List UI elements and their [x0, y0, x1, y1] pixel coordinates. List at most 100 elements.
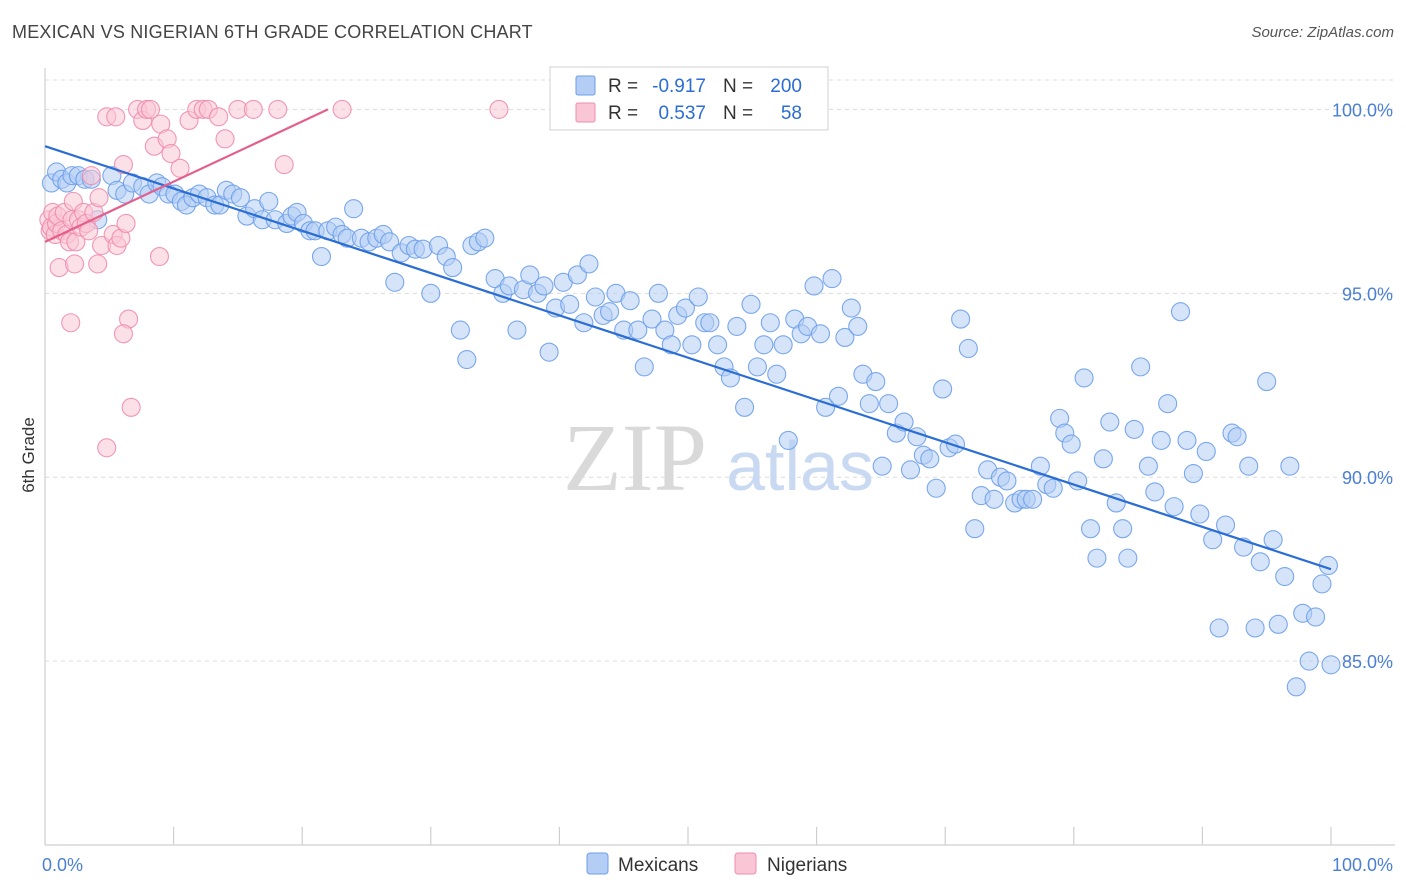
- series-swatch-nigerians: [734, 852, 757, 875]
- mexicans-point: [804, 276, 824, 296]
- nigerians-point: [489, 99, 509, 119]
- mexicans-point: [1227, 427, 1247, 447]
- mexicans-point: [1145, 482, 1165, 502]
- source-credit: Source: ZipAtlas.com: [1251, 24, 1394, 41]
- nigerians-point: [81, 166, 101, 186]
- mexicans-point: [1245, 618, 1265, 638]
- mexicans-point: [1124, 419, 1144, 439]
- nigerians-point: [97, 438, 117, 458]
- series-label-mexicans: Mexicans: [618, 855, 698, 876]
- mexicans-point: [1087, 548, 1107, 568]
- mexicans-point: [688, 287, 708, 307]
- mexicans-point: [700, 313, 720, 333]
- mexicans-point: [1190, 504, 1210, 524]
- mexicans-point: [879, 394, 899, 414]
- mexicans-point: [965, 519, 985, 539]
- nigerians-point: [209, 107, 229, 127]
- mexicans-point: [380, 232, 400, 252]
- series-legend: Mexicans Nigerians: [586, 852, 847, 876]
- mexicans-point: [1209, 618, 1229, 638]
- mexicans-point: [997, 471, 1017, 491]
- y-tick-label: 90.0%: [1342, 468, 1393, 488]
- mexicans-point: [1183, 463, 1203, 484]
- mexicans-point: [1321, 655, 1341, 675]
- mexicans-point: [848, 316, 868, 336]
- mexicans-point: [1030, 456, 1050, 476]
- mexicans-point: [984, 489, 1004, 509]
- mexicans-point: [475, 228, 495, 248]
- mexicans-point: [1250, 552, 1270, 572]
- legend-r-value-mexicans: -0.917: [652, 76, 706, 97]
- mexicans-point: [311, 246, 332, 267]
- legend-n-value-mexicans: 200: [770, 76, 802, 97]
- mexicans-trend-line: [44, 145, 1332, 571]
- nigerians-point: [332, 99, 352, 119]
- nigerians-point: [113, 324, 133, 344]
- nigerians-point: [149, 246, 170, 267]
- nigerians-point: [161, 144, 181, 164]
- mexicans-point: [1275, 566, 1295, 587]
- mexicans-point: [708, 335, 728, 355]
- y-tick-label: 85.0%: [1342, 652, 1393, 672]
- mexicans-point: [1306, 607, 1326, 627]
- mexicans-point: [620, 291, 640, 311]
- watermark-atlas: atlas: [726, 427, 874, 505]
- mexicans-point: [859, 394, 879, 414]
- series-nigerians-points: [39, 99, 509, 458]
- data-points: [39, 99, 1341, 697]
- mexicans-point: [741, 294, 761, 314]
- series-label-nigerians: Nigerians: [767, 855, 847, 876]
- nigerians-point: [61, 313, 81, 333]
- mexicans-point: [1138, 456, 1158, 476]
- legend-box: [549, 66, 829, 131]
- mexicans-point: [443, 258, 463, 278]
- mexicans-point: [727, 316, 747, 336]
- chart-title: MEXICAN VS NIGERIAN 6TH GRADE CORRELATIO…: [12, 22, 533, 42]
- nigerians-point: [243, 99, 263, 119]
- y-tick-labels: 100.0% 95.0% 90.0% 85.0%: [1332, 100, 1393, 672]
- legend-r-label: R =: [608, 76, 638, 97]
- mexicans-point: [385, 272, 405, 292]
- mexicans-point: [951, 309, 971, 329]
- axes: [44, 68, 1395, 846]
- legend-n-label: N =: [723, 103, 753, 124]
- mexicans-point: [810, 324, 831, 344]
- mexicans-point: [1312, 574, 1332, 594]
- mexicans-point: [600, 302, 620, 322]
- mexicans-point: [560, 294, 580, 314]
- legend-swatch-nigerians: [575, 102, 596, 123]
- x-tick-label: 100.0%: [1332, 855, 1393, 875]
- mexicans-point: [767, 364, 787, 384]
- mexicans-point: [773, 335, 793, 355]
- nigerians-point: [65, 254, 85, 274]
- x-tick-label: 0.0%: [42, 855, 83, 875]
- mexicans-point: [1280, 456, 1300, 476]
- mexicans-point: [841, 298, 861, 318]
- mexicans-point: [450, 320, 470, 340]
- x-tick-labels: 0.0% 100.0%: [42, 855, 1393, 875]
- mexicans-point: [822, 269, 842, 289]
- mexicans-point: [1118, 548, 1138, 568]
- nigerians-point: [215, 129, 235, 149]
- mexicans-point: [1080, 519, 1101, 539]
- correlation-legend: R = -0.917 N = 200 R = 0.537 N = 58: [549, 66, 829, 131]
- series-swatch-mexicans: [586, 852, 609, 875]
- mexicans-point: [754, 335, 774, 355]
- mexicans-point: [661, 335, 681, 355]
- mexicans-point: [933, 379, 953, 399]
- legend-r-label: R =: [608, 103, 638, 124]
- mexicans-point: [634, 357, 654, 377]
- mexicans-point: [642, 309, 662, 329]
- y-tick-label: 100.0%: [1332, 100, 1393, 120]
- nigerians-point: [88, 254, 108, 274]
- mexicans-point: [1177, 430, 1197, 450]
- mexicans-point: [682, 335, 702, 355]
- mexicans-point: [1268, 614, 1288, 634]
- mexicans-point: [760, 313, 780, 333]
- y-axis-title: 6th Grade: [19, 417, 38, 493]
- mexicans-point: [866, 372, 886, 392]
- mexicans-point: [1239, 456, 1259, 476]
- mexicans-point: [534, 276, 554, 296]
- nigerians-point: [113, 155, 133, 175]
- mexicans-point: [1043, 478, 1063, 498]
